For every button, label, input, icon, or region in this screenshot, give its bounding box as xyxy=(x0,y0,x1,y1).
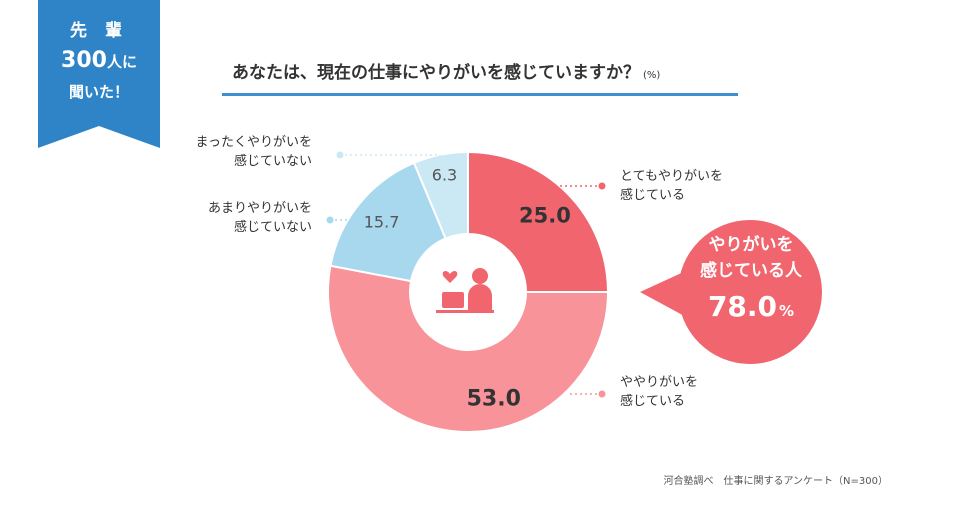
slice-label-line: あまりやりがいを xyxy=(208,201,312,216)
slice-label-0: とてもやりがいを感じている xyxy=(620,169,723,203)
slice-label-2: あまりやりがいを感じていない xyxy=(208,201,312,235)
callout-bubble xyxy=(678,220,822,364)
leader-dot-2 xyxy=(326,216,334,224)
slice-value-2: 15.7 xyxy=(364,213,400,232)
ribbon-line3: 聞いた！ xyxy=(68,83,129,101)
slice-label-line: まったくやりがいを xyxy=(196,135,312,150)
leader-line-3 xyxy=(340,154,441,168)
ribbon-count-suffix: 人に xyxy=(106,53,137,71)
person-head-icon xyxy=(472,268,488,284)
chart-title-text: あなたは、現在の仕事にやりがいを感じていますか？ xyxy=(232,63,640,83)
ribbon-line2: 300人に xyxy=(38,46,160,77)
desk-icon xyxy=(436,310,494,313)
title-underline xyxy=(222,93,738,96)
slice-label-line: 感じている xyxy=(620,393,685,409)
slice-0 xyxy=(467,150,610,293)
ribbon-shape xyxy=(38,0,160,148)
ribbon-text: 先 輩 300人に 聞いた！ xyxy=(38,16,160,107)
slice-2 xyxy=(329,161,447,283)
slice-label-line: 感じている xyxy=(620,187,685,203)
slice-label-line: ややりがいを xyxy=(620,375,698,390)
leader-dot-3 xyxy=(336,151,344,159)
leader-dot-1 xyxy=(598,390,606,398)
chart-title: あなたは、現在の仕事にやりがいを感じていますか？ (%) xyxy=(222,58,738,83)
callout-value: 78.0 xyxy=(707,290,778,323)
ribbon-count: 300 xyxy=(61,48,107,73)
laptop-icon xyxy=(442,292,464,308)
callout-line1: やりがいを xyxy=(708,235,794,255)
slice-value-3: 6.3 xyxy=(432,166,457,185)
slice-label-1: ややりがいを感じている xyxy=(620,375,698,409)
callout-text: やりがいを 感じている人 78.0% xyxy=(676,232,826,323)
slice-3 xyxy=(412,150,469,240)
callout-pointer xyxy=(640,270,688,318)
slice-label-3: まったくやりがいを感じていない xyxy=(196,135,312,169)
slice-value-1: 53.0 xyxy=(467,387,521,412)
chart-title-block: あなたは、現在の仕事にやりがいを感じていますか？ (%) xyxy=(222,58,738,96)
leader-dot-0 xyxy=(598,182,606,190)
heart-icon xyxy=(442,270,458,283)
slice-label-line: 感じていない xyxy=(234,219,312,235)
source-note: 河合塾調べ 仕事に関するアンケート（N=300） xyxy=(663,476,888,487)
person-body-icon xyxy=(468,284,492,312)
slice-1 xyxy=(327,264,610,433)
slice-value-0: 25.0 xyxy=(519,204,571,228)
survey-ribbon: 先 輩 300人に 聞いた！ xyxy=(38,0,160,148)
slice-label-line: 感じていない xyxy=(234,153,312,169)
callout-unit: % xyxy=(779,302,795,320)
slice-label-line: とてもやりがいを xyxy=(620,169,723,184)
callout-line2: 感じている人 xyxy=(700,261,802,281)
chart-title-unit: (%) xyxy=(643,70,661,81)
ribbon-line1: 先 輩 xyxy=(70,21,128,41)
callout-value-row: 78.0% xyxy=(676,290,826,323)
